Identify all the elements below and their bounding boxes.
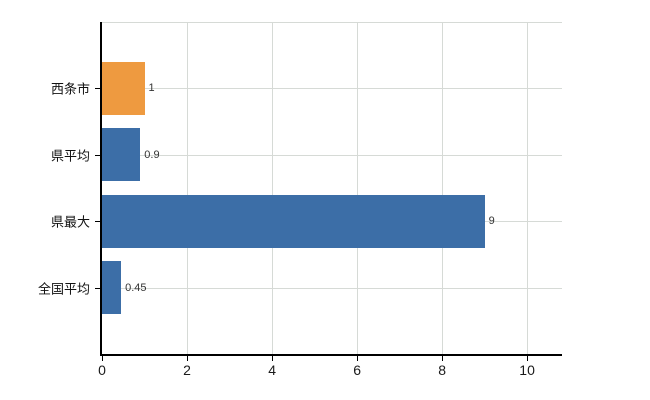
gridline-vertical bbox=[356, 22, 358, 354]
plot-area: 1 西条市 0.9 県平均 9 県最大 0.45 全国平均 0 2 4 6 8 10 bbox=[38, 22, 562, 378]
x-axis-tick bbox=[271, 356, 273, 361]
gridline-vertical bbox=[271, 22, 273, 354]
gridline-horizontal bbox=[102, 154, 562, 156]
x-axis-tick-label: 8 bbox=[438, 362, 446, 378]
bar bbox=[102, 128, 141, 182]
x-axis-tick bbox=[526, 356, 528, 361]
bar-value-label: 1 bbox=[148, 82, 155, 95]
bar-value-label: 9 bbox=[488, 215, 495, 228]
category-label: 西条市 bbox=[50, 81, 90, 97]
y-axis-tick bbox=[95, 88, 102, 90]
y-axis-tick bbox=[95, 154, 102, 156]
category-label: 全国平均 bbox=[37, 281, 90, 297]
bar bbox=[102, 61, 145, 115]
x-axis-tick-label: 6 bbox=[353, 362, 361, 378]
x-axis-tick bbox=[441, 356, 443, 361]
bar-value-label: 0.9 bbox=[144, 148, 160, 161]
x-axis-tick-label: 0 bbox=[98, 362, 106, 378]
bar bbox=[102, 194, 485, 248]
x-axis-tick bbox=[356, 356, 358, 361]
x-axis-tick bbox=[101, 356, 103, 361]
category-label: 県最大 bbox=[50, 214, 90, 230]
bar-value-label: 0.45 bbox=[125, 281, 147, 294]
category-label: 県平均 bbox=[50, 148, 90, 164]
gridline-vertical bbox=[526, 22, 528, 354]
x-axis-tick-label: 10 bbox=[519, 362, 535, 378]
x-axis-tick bbox=[186, 356, 188, 361]
x-axis-tick-label: 4 bbox=[268, 362, 276, 378]
gridline-horizontal bbox=[102, 88, 562, 90]
y-axis-tick bbox=[95, 287, 102, 289]
gridline-vertical bbox=[441, 22, 443, 354]
gridline-horizontal bbox=[102, 287, 562, 289]
y-axis-tick bbox=[95, 221, 102, 223]
bar bbox=[102, 261, 122, 315]
x-axis-tick-label: 2 bbox=[183, 362, 191, 378]
gridline-vertical bbox=[186, 22, 188, 354]
gridline-horizontal bbox=[102, 22, 562, 23]
